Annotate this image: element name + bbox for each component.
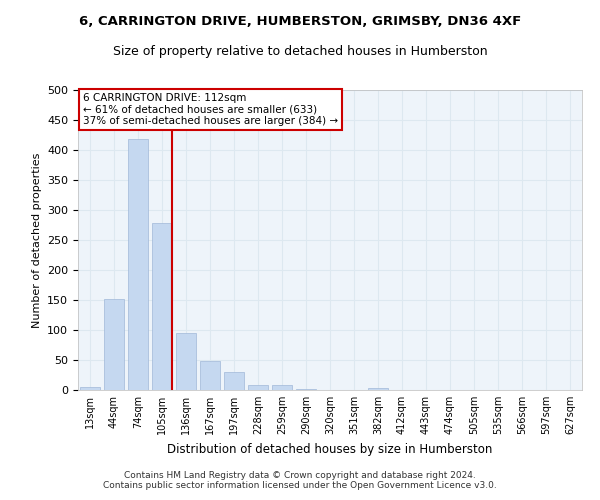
Bar — [224, 372, 244, 390]
Bar — [200, 361, 220, 390]
Bar — [152, 223, 172, 390]
Text: Contains HM Land Registry data © Crown copyright and database right 2024.
Contai: Contains HM Land Registry data © Crown c… — [103, 470, 497, 490]
Bar — [128, 139, 148, 390]
Bar — [296, 389, 316, 390]
Text: 6, CARRINGTON DRIVE, HUMBERSTON, GRIMSBY, DN36 4XF: 6, CARRINGTON DRIVE, HUMBERSTON, GRIMSBY… — [79, 15, 521, 28]
Bar — [104, 300, 124, 390]
Y-axis label: Number of detached properties: Number of detached properties — [32, 152, 41, 328]
X-axis label: Distribution of detached houses by size in Humberston: Distribution of detached houses by size … — [167, 442, 493, 456]
Bar — [272, 384, 292, 390]
Bar — [80, 387, 100, 390]
Text: 6 CARRINGTON DRIVE: 112sqm
← 61% of detached houses are smaller (633)
37% of sem: 6 CARRINGTON DRIVE: 112sqm ← 61% of deta… — [83, 93, 338, 126]
Bar — [368, 388, 388, 390]
Bar — [176, 333, 196, 390]
Bar — [248, 385, 268, 390]
Text: Size of property relative to detached houses in Humberston: Size of property relative to detached ho… — [113, 45, 487, 58]
